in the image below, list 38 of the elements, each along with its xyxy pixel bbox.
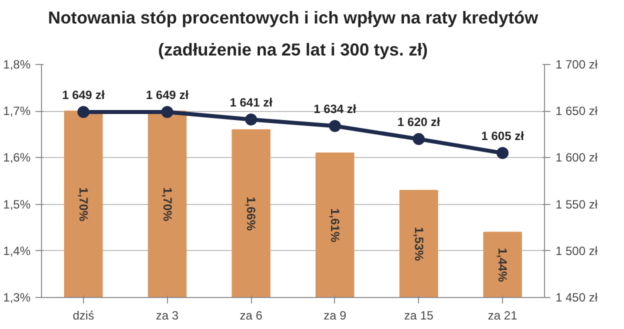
y2-tick-label: 1 650 zł	[556, 104, 598, 118]
point	[245, 114, 258, 126]
point	[496, 147, 509, 160]
y-tick-label: 1,3%	[3, 290, 31, 304]
data-label: 1 605 zł	[481, 129, 525, 144]
y2-tick-label: 1 600 zł	[556, 150, 598, 165]
data-label: 1,70%	[76, 187, 90, 222]
x-tick-label: za 9	[324, 308, 347, 322]
x-tick-label: dziś	[72, 308, 94, 322]
y-tick-label: 1,8%	[3, 58, 31, 72]
x-tick-label: za 6	[240, 308, 263, 322]
y-tick-label: 1,5%	[3, 197, 31, 212]
y-tick-label: 1,6%	[3, 150, 31, 165]
data-label: 1 649 zł	[62, 88, 106, 102]
y-tick-label: 1,4%	[3, 244, 31, 258]
x-tick-label: za 15	[404, 308, 434, 322]
data-label: 1 620 zł	[397, 115, 441, 130]
point	[328, 120, 341, 132]
chart-subtitle: (zadłużenie na 25 lat i 300 tys. zł)	[158, 40, 428, 60]
y2-tick-label: 1 500 zł	[556, 244, 598, 258]
point	[161, 106, 174, 118]
data-label: 1,66%	[244, 196, 258, 231]
data-label: 1,53%	[412, 226, 426, 262]
y-tick-label: 1,7%	[3, 104, 31, 118]
x-tick-label: za 21	[488, 308, 518, 322]
y2-tick-label: 1 450 zł	[556, 290, 598, 304]
chart-title: Notowania stóp procentowych i ich wpływ na raty kredytów	[48, 8, 539, 28]
y2-tick-label: 1 700 zł	[556, 58, 598, 72]
data-label: 1 641 zł	[230, 95, 274, 110]
x-tick-label: za 3	[156, 308, 179, 322]
data-label: 1,70%	[160, 187, 174, 222]
y2-tick-label: 1 550 zł	[556, 197, 598, 212]
data-label: 1,44%	[496, 248, 510, 282]
data-label: 1 634 zł	[314, 102, 357, 116]
point	[412, 133, 425, 146]
data-label: 1,61%	[328, 208, 342, 243]
data-label: 1 649 zł	[146, 88, 190, 102]
point	[77, 106, 90, 118]
